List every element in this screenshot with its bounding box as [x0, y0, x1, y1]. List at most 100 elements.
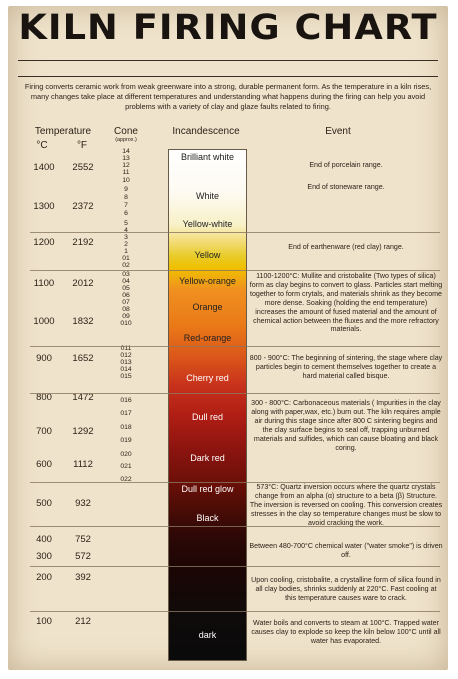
incandescence-header: Incandescence [172, 126, 240, 137]
temperature-header: Temperature [34, 126, 92, 137]
cone-value: 01 [122, 255, 130, 262]
celsius-value: 400 [36, 534, 52, 545]
celsius-value: 800 [36, 392, 52, 403]
chart-title: KILN FIRING CHART [18, 8, 438, 48]
incandescence-label: Brilliant white [180, 152, 235, 162]
fahrenheit-value: 1112 [73, 459, 93, 470]
cone-value: 011 [120, 345, 132, 352]
incandescence-label: Dull red [191, 412, 223, 422]
celsius-value: 1300 [33, 201, 55, 212]
cone-value: 020 [120, 451, 132, 458]
fahrenheit-value: 2012 [72, 278, 94, 289]
celsius-value: 700 [36, 426, 52, 437]
fahrenheit-value: 1652 [72, 353, 94, 364]
cone-approx-note: (approx.) [115, 137, 137, 143]
cone-value: 09 [122, 313, 130, 320]
cone-value: 9 [124, 186, 128, 193]
cone-value: 4 [124, 227, 128, 234]
event-header: Event [325, 126, 351, 137]
title-rule-bottom [18, 76, 438, 77]
fahrenheit-header: °F [76, 140, 88, 151]
intro-text: Firing converts ceramic work from weak g… [24, 82, 432, 112]
cone-value: 5 [124, 220, 128, 227]
row-divider-line [30, 482, 440, 483]
row-divider-line [30, 270, 440, 271]
fahrenheit-value: 2192 [72, 237, 94, 248]
cone-value: 07 [122, 299, 130, 306]
cone-value: 11 [122, 169, 130, 176]
cone-value: 017 [120, 410, 132, 417]
cone-value: 014 [120, 366, 132, 373]
cone-value: 019 [120, 437, 132, 444]
fahrenheit-value: 572 [75, 551, 91, 562]
fahrenheit-value: 1832 [72, 316, 94, 327]
event-text: Water boils and converts to steam at 100… [251, 619, 441, 645]
celsius-value: 1000 [33, 316, 55, 327]
row-divider-line [30, 393, 440, 394]
cone-value: 7 [124, 202, 128, 209]
celsius-value: 900 [36, 353, 52, 364]
title-rule-top [18, 60, 438, 61]
cone-value: 8 [124, 194, 128, 201]
poster: KILN FIRING CHART Firing converts cerami… [8, 6, 448, 670]
cone-value: 06 [122, 292, 130, 299]
row-divider-line [30, 611, 440, 612]
incandescence-label: Yellow [194, 250, 221, 260]
event-text: 573°C: Quartz inversion occurs where the… [249, 483, 443, 527]
celsius-header: °C [36, 140, 48, 151]
incandescence-label: dark [198, 630, 217, 640]
fahrenheit-value: 1472 [72, 392, 94, 403]
cone-value: 05 [122, 285, 130, 292]
event-text: Between 480-700°C chemical water ("water… [249, 542, 443, 559]
cone-value: 2 [124, 241, 128, 248]
celsius-value: 600 [36, 459, 52, 470]
event-text: 300 - 800°C: Carbonaceous materials ( Im… [251, 399, 441, 452]
celsius-value: 200 [36, 572, 52, 583]
cone-value: 012 [120, 352, 132, 359]
cone-value: 1 [124, 248, 128, 255]
celsius-value: 300 [36, 551, 52, 562]
row-divider-line [30, 566, 440, 567]
cone-value: 010 [120, 320, 132, 327]
row-divider-line [30, 346, 440, 347]
cone-value: 08 [122, 306, 130, 313]
cone-value: 6 [124, 210, 128, 217]
cone-value: 12 [122, 162, 130, 169]
cone-value: 021 [120, 463, 132, 470]
cone-value: 016 [120, 397, 132, 404]
fahrenheit-value: 932 [75, 498, 91, 509]
cone-value: 013 [120, 359, 132, 366]
row-divider-line [30, 232, 440, 233]
event-text: 800 - 900°C: The beginning of sintering,… [249, 354, 443, 380]
cone-value: 03 [122, 271, 130, 278]
cone-value: 015 [120, 373, 132, 380]
row-divider-line [30, 526, 440, 527]
event-text: 1100-1200°C: Mullite and cristobalite (T… [249, 272, 443, 334]
incandescence-label: Orange [192, 302, 223, 312]
cone-value: 02 [122, 262, 130, 269]
incandescence-color-bar [168, 149, 247, 661]
celsius-value: 500 [36, 498, 52, 509]
incandescence-label: Yellow-white [182, 219, 233, 229]
celsius-value: 1200 [33, 237, 55, 248]
cone-value: 3 [124, 234, 128, 241]
fahrenheit-value: 2372 [72, 201, 94, 212]
celsius-value: 1100 [33, 278, 55, 289]
celsius-value: 1400 [33, 162, 55, 173]
incandescence-label: Red-orange [183, 333, 232, 343]
cone-header: Cone [114, 126, 138, 137]
fahrenheit-value: 2552 [72, 162, 94, 173]
event-text: Upon cooling, cristobalite, a crystallin… [251, 576, 441, 602]
cone-value: 13 [122, 155, 130, 162]
incandescence-label: Yellow-orange [179, 276, 236, 286]
fahrenheit-value: 752 [75, 534, 91, 545]
event-text: End of porcelain range. [309, 161, 383, 169]
celsius-value: 100 [36, 616, 52, 627]
event-text: End of stoneware range. [307, 183, 385, 191]
incandescence-label: Black [196, 513, 219, 523]
cone-value: 14 [122, 148, 130, 155]
incandescence-label: Dark red [190, 453, 225, 463]
incandescence-label: Cherry red [186, 373, 229, 383]
incandescence-label: White [195, 191, 219, 201]
incandescence-label: Dull red glow [181, 484, 234, 494]
